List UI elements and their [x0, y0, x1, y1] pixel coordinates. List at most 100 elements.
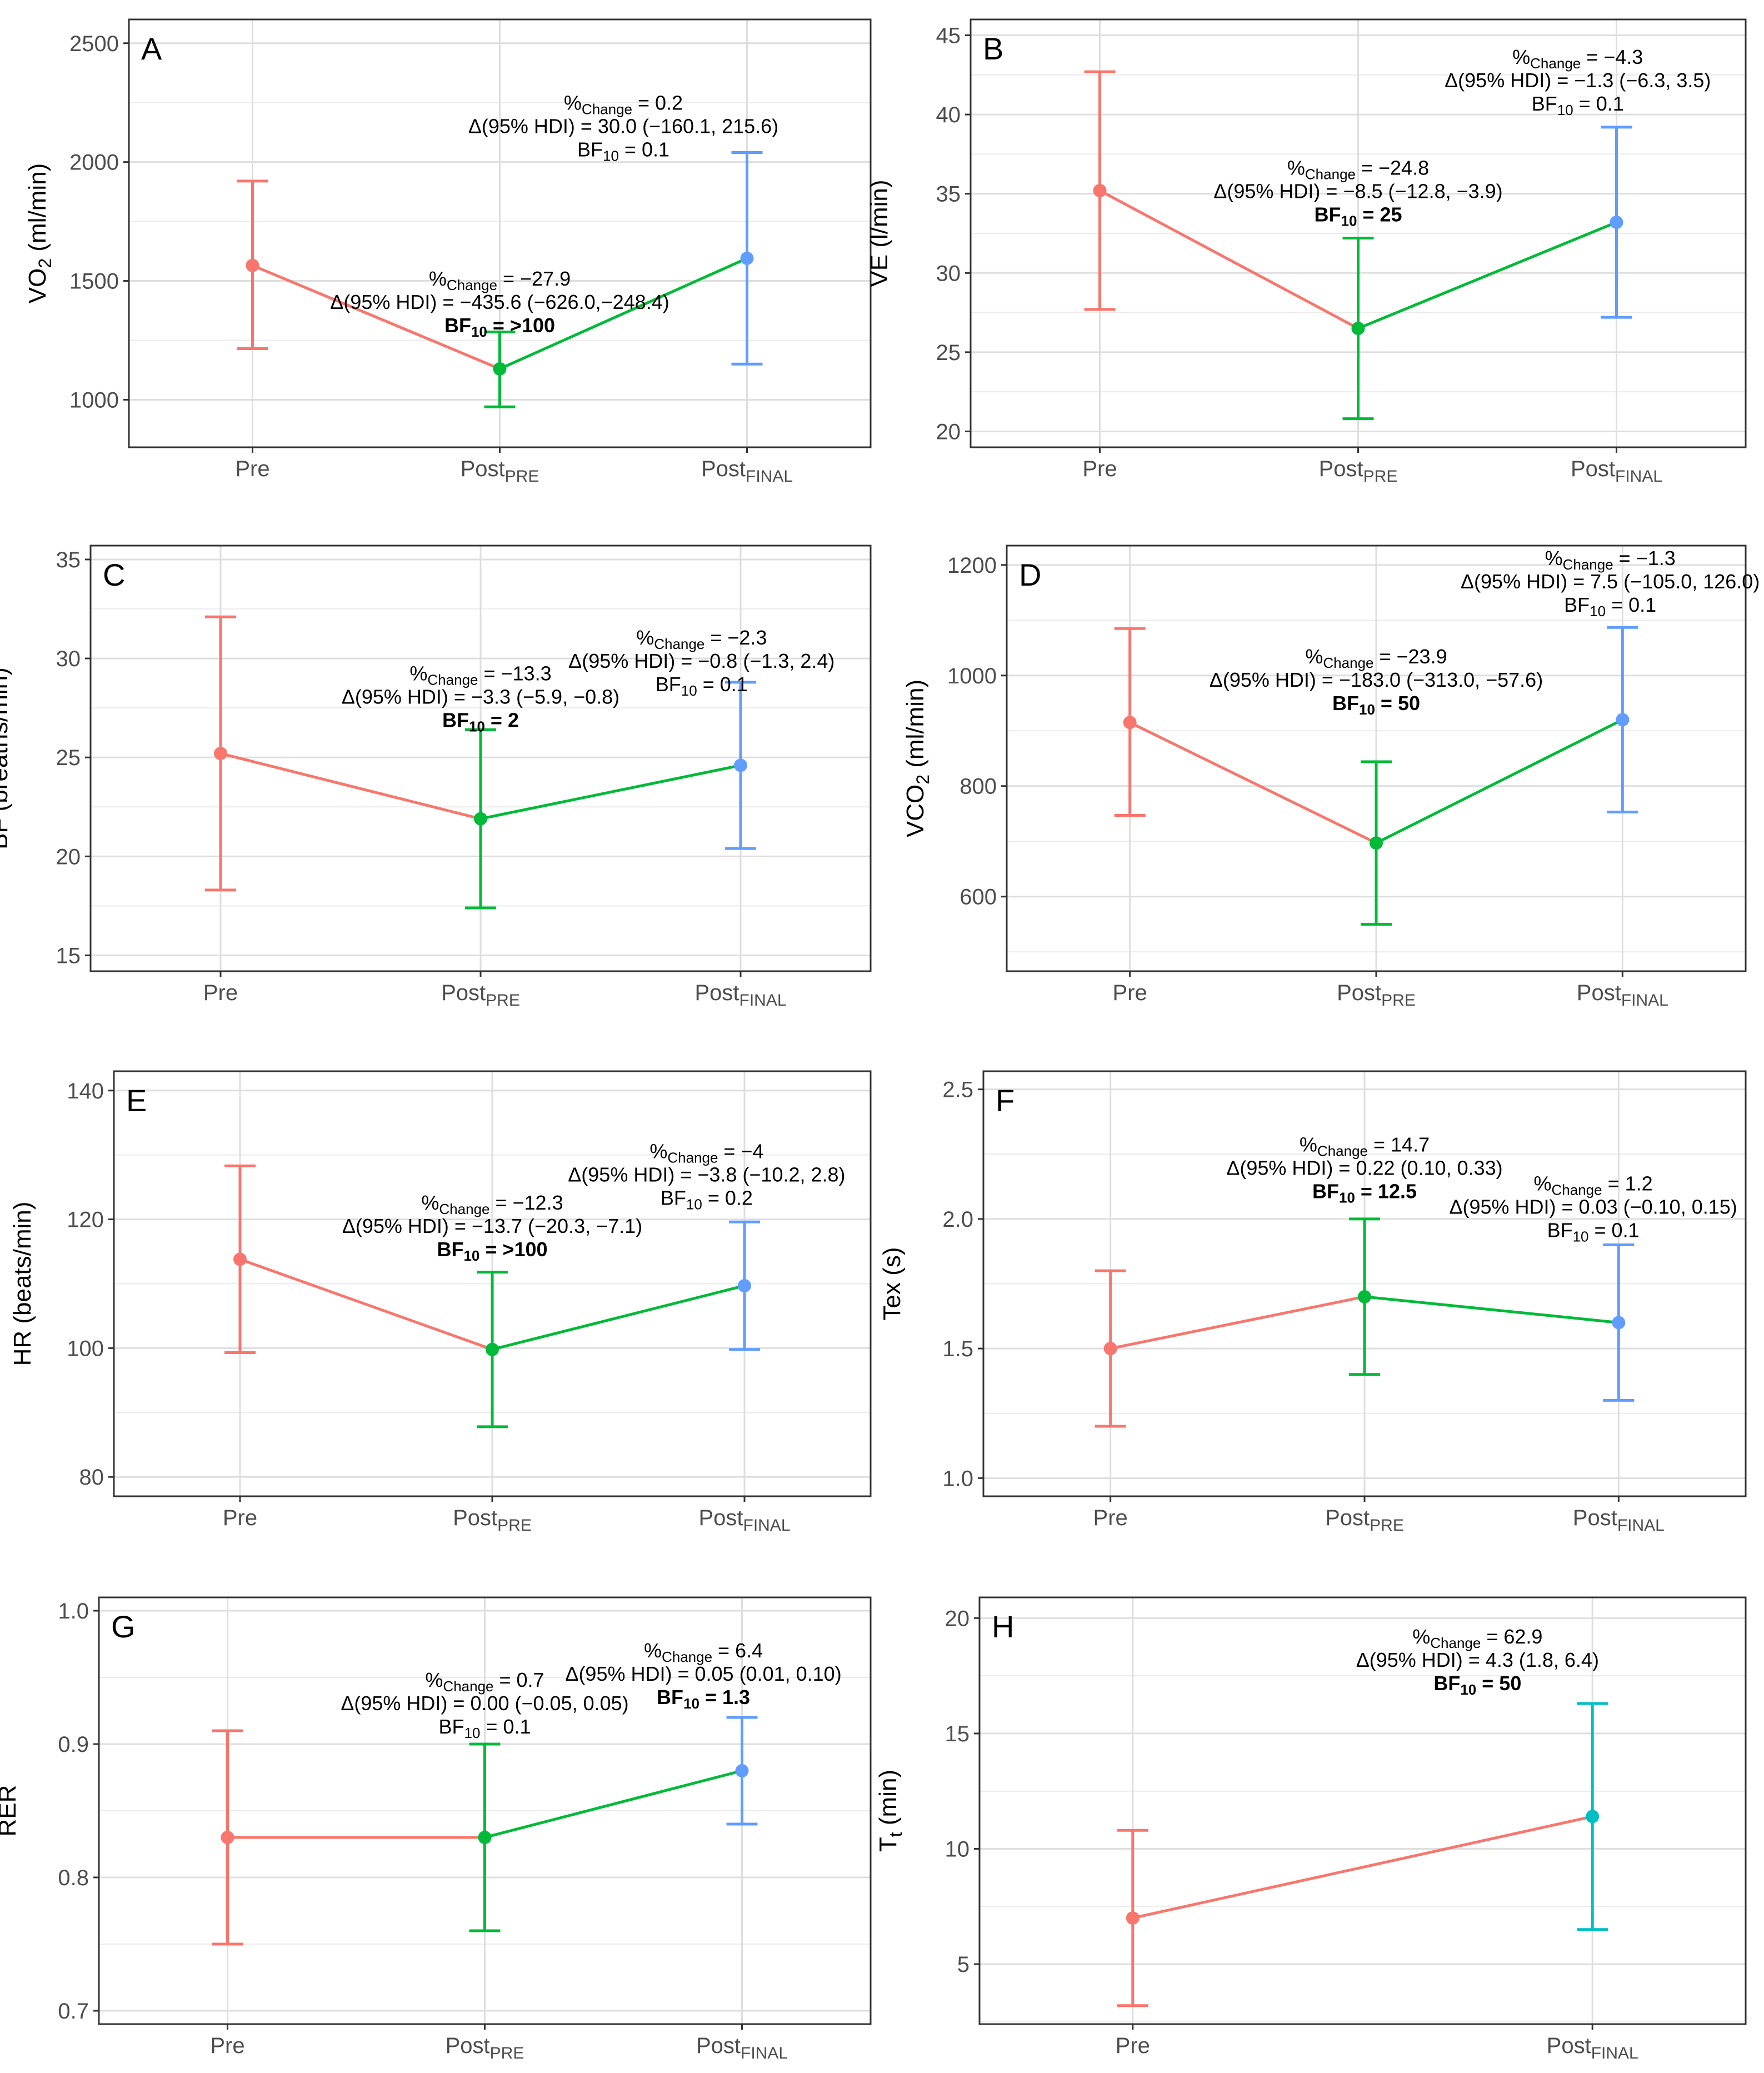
annotation-hdi: Δ(95% HDI) = 0.03 (−0.10, 0.15) — [1449, 1196, 1737, 1218]
annotation-hdi: Δ(95% HDI) = 30.0 (−160.1, 215.6) — [468, 115, 778, 138]
annotation-percent-change: %Change = −4 — [649, 1140, 763, 1166]
y-tick-label: 35 — [936, 182, 961, 207]
series-line-segment — [1364, 1295, 1619, 1324]
mean-point — [1586, 1810, 1600, 1824]
panel-C: 15 20 25 30 35 Pre PostPRE PostFINAL C BF (breath… — [0, 545, 872, 1010]
x-tick-label: Pre — [1116, 2034, 1150, 2058]
series-line-segment — [1357, 221, 1617, 330]
x-tick-label: PostFINAL — [1571, 457, 1662, 486]
x-tick-label: PostPRE — [1325, 1506, 1404, 1535]
y-axis-label: RER — [0, 1785, 21, 1837]
x-tick-subscript: PRE — [1363, 467, 1398, 486]
x-tick-subscript: FINAL — [1617, 1516, 1665, 1535]
panel-G: 0.7 0.8 0.9 1.0 Pre PostPRE PostFINAL G RER %Chan… — [0, 1596, 872, 2062]
x-tick-label: PostFINAL — [698, 1506, 790, 1535]
panel-B: 20 25 30 35 40 45 Pre PostPRE PostFINAL B VE (l/mi… — [866, 18, 1747, 486]
series-line-segment — [1110, 1295, 1365, 1350]
y-tick-label: 0.8 — [58, 1866, 89, 1890]
y-tick-label: 1.0 — [942, 1466, 973, 1491]
annotation-percent-change: %Change = −4.3 — [1512, 46, 1643, 72]
y-tick-label: 0.7 — [58, 1999, 89, 2024]
panel-label: D — [1019, 557, 1041, 592]
x-tick-label: PostPRE — [1337, 981, 1416, 1010]
y-tick-label: 800 — [960, 775, 997, 799]
annotation-bayes-factor: BF10 = >100 — [444, 314, 555, 340]
x-tick-label: PostPRE — [446, 2034, 524, 2062]
mean-point — [1358, 1290, 1371, 1303]
mean-point — [1351, 322, 1365, 336]
annotation-bayes-factor: BF10 = >100 — [437, 1238, 547, 1264]
x-tick-subscript: PRE — [486, 991, 520, 1010]
y-tick-label: 600 — [960, 885, 997, 910]
annotation-bayes-factor: BF10 = 50 — [1433, 1672, 1521, 1698]
annotation-bayes-factor: BF10 = 0.1 — [656, 673, 748, 699]
x-tick-subscript: FINAL — [1621, 991, 1668, 1010]
annotation-hdi: Δ(95% HDI) = −13.7 (−20.3, −7.1) — [342, 1215, 642, 1237]
y-tick-label: 15 — [945, 1722, 970, 1746]
x-tick-subscript: FINAL — [741, 2044, 788, 2062]
panel-border — [113, 1070, 872, 1497]
annotation-percent-change: %Change = 14.7 — [1300, 1133, 1430, 1160]
x-tick-label: PostFINAL — [1547, 2034, 1638, 2062]
y-tick-label: 20 — [936, 419, 961, 444]
mean-point — [734, 758, 747, 772]
y-tick-label: 40 — [936, 103, 961, 127]
mean-point — [738, 1278, 751, 1292]
y-tick-label: 25 — [936, 341, 961, 365]
mean-point — [214, 747, 227, 761]
annotation-hdi: Δ(95% HDI) = 4.3 (1.8, 6.4) — [1356, 1649, 1599, 1671]
y-tick-label: 1000 — [947, 664, 997, 688]
y-tick-label: 2500 — [69, 32, 119, 56]
annotation-percent-change: %Change = −24.8 — [1287, 156, 1429, 182]
annotation-hdi: Δ(95% HDI) = −3.3 (−5.9, −0.8) — [342, 685, 619, 708]
x-tick-label: Pre — [210, 2034, 244, 2058]
annotation-hdi: Δ(95% HDI) = 0.05 (0.01, 0.10) — [565, 1662, 841, 1685]
panel-label: G — [111, 1609, 136, 1644]
annotation-bayes-factor: BF10 = 2 — [442, 708, 519, 735]
y-tick-label: 25 — [56, 746, 81, 770]
annotation-hdi: Δ(95% HDI) = 0.00 (−0.05, 0.05) — [341, 1692, 628, 1715]
x-tick-subscript: FINAL — [739, 991, 787, 1010]
x-tick-label: PostPRE — [453, 1506, 532, 1535]
series-line-segment — [220, 752, 481, 821]
annotation-bayes-factor: BF10 = 25 — [1315, 203, 1402, 229]
panel-border — [89, 545, 872, 972]
x-tick-subscript: PRE — [497, 1516, 532, 1535]
x-tick-label: PostFINAL — [696, 2034, 788, 2062]
annotation-percent-change: %Change = −23.9 — [1305, 645, 1447, 671]
x-tick-subscript: PRE — [490, 2044, 524, 2062]
annotation-bayes-factor: BF10 = 12.5 — [1312, 1180, 1417, 1206]
panel-border — [128, 18, 872, 448]
y-tick-label: 1200 — [947, 553, 997, 578]
mean-point — [735, 1764, 749, 1777]
panel-D: 600 800 1000 1200 Pre PostPRE PostFINAL D VCO2 (… — [902, 545, 1760, 1010]
y-axis-label: Tt (min) — [874, 1770, 906, 1852]
annotation-bayes-factor: BF10 = 0.1 — [1532, 92, 1624, 118]
annotation-percent-change: %Change = −27.9 — [429, 267, 571, 293]
annotation-hdi: Δ(95% HDI) = 7.5 (−105.0, 126.0) — [1461, 570, 1760, 593]
y-tick-label: 0.9 — [58, 1732, 89, 1757]
y-axis-label: VO2 (ml/min) — [24, 163, 55, 303]
panel-F: 1.0 1.5 2.0 2.5 Pre PostPRE PostFINAL F Tex (s)%… — [878, 1070, 1747, 1535]
series-line-segment — [480, 764, 741, 821]
annotation-percent-change: %Change = 0.2 — [564, 92, 683, 118]
x-tick-label: PostPRE — [1319, 457, 1398, 486]
panel-border — [978, 1596, 1747, 2025]
x-tick-label: PostPRE — [461, 457, 539, 486]
y-tick-label: 140 — [67, 1079, 104, 1103]
mean-point — [1612, 1316, 1626, 1330]
mean-point — [478, 1831, 492, 1844]
annotation-hdi: Δ(95% HDI) = −0.8 (−1.3, 2.4) — [568, 650, 834, 672]
annotation-percent-change: %Change = 1.2 — [1534, 1172, 1653, 1198]
x-tick-label: Pre — [235, 457, 269, 481]
annotation-percent-change: %Change = 6.4 — [644, 1639, 763, 1665]
y-tick-label: 30 — [936, 261, 961, 286]
panel-E: 80 100 120 140 Pre PostPRE PostFINAL E HR (beats… — [9, 1070, 872, 1535]
annotation-hdi: Δ(95% HDI) = −3.8 (−10.2, 2.8) — [568, 1163, 845, 1186]
x-tick-label: PostFINAL — [701, 457, 793, 486]
y-tick-label: 10 — [945, 1837, 970, 1861]
y-axis-subscript: 2 — [35, 258, 55, 268]
series-line-segment — [239, 1258, 493, 1351]
x-tick-subscript: PRE — [505, 467, 539, 486]
